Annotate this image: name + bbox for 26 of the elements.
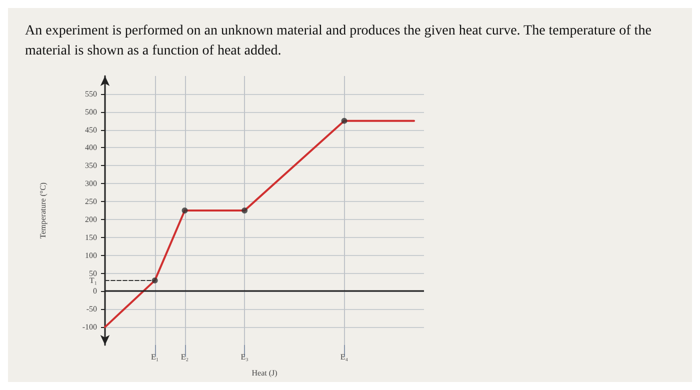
y-tick-label: 550 — [85, 89, 97, 98]
series-label: T₁ — [89, 276, 98, 285]
point — [152, 277, 158, 284]
y-tick-label: 350 — [85, 161, 97, 170]
x-tick-label: E₁ — [151, 352, 159, 362]
x-tick-label: E₂ — [180, 352, 189, 362]
point — [182, 208, 188, 214]
y-tick-label: -100 — [82, 322, 97, 332]
y-tick-label: 300 — [85, 179, 97, 188]
y-tick-label: 250 — [85, 197, 97, 206]
y-tick-label: 50 — [89, 268, 97, 278]
y-axis-title: Temperature (°C) — [38, 182, 48, 239]
y-tick-label: 450 — [85, 125, 97, 134]
y-tick-label: 400 — [85, 143, 97, 152]
x-axis-title: Heat (J) — [252, 368, 278, 378]
y-tick-label: -50 — [86, 304, 97, 314]
y-tick-label: 100 — [85, 250, 97, 260]
y-tick-label: 500 — [85, 107, 97, 116]
y-tick-label: 150 — [85, 232, 97, 242]
chart-title: An experiment is performed on an unknown material and produces the given heat curve. The temperature of the material is shown as a function of heat added. — [25, 24, 655, 58]
x-tick-label: E₃ — [240, 352, 249, 362]
x-tick-label: E₄ — [340, 352, 348, 362]
point — [341, 118, 348, 124]
y-tick-label: 0 — [93, 286, 97, 296]
point — [242, 208, 248, 214]
y-tick-label: 200 — [85, 214, 97, 224]
